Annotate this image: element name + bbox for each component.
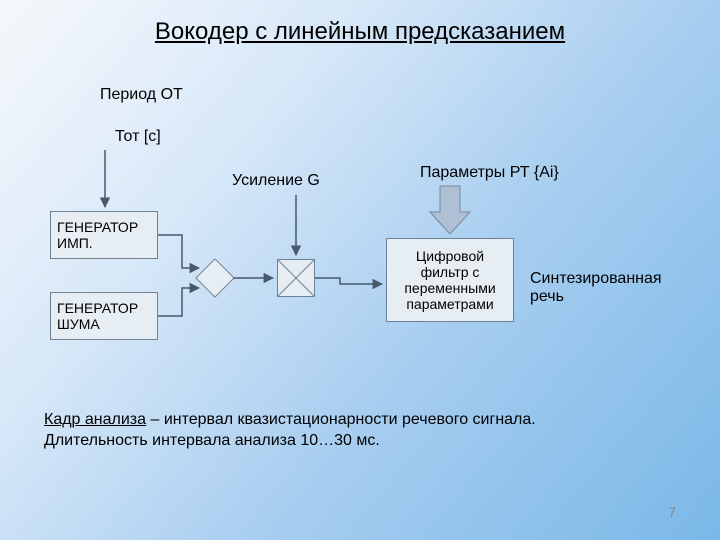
kadr-label: Кадр анализа <box>44 411 146 428</box>
kadr-rest: – интервал квазистационарности речевого … <box>146 411 536 428</box>
output-label: Синтезированная речь <box>530 270 662 306</box>
duration-text: Длительность интервала анализа 10…30 мс. <box>44 432 380 449</box>
filter-box: Цифровой фильтр с переменными параметрам… <box>386 238 514 322</box>
page-number: 7 <box>668 504 676 520</box>
switch-diamond <box>195 258 235 298</box>
output-text: Синтезированная речь <box>530 270 662 305</box>
period-label: Период ОТ <box>100 86 183 104</box>
tot-label: Тот [c] <box>115 128 161 146</box>
params-label: Параметры РТ {Аi} <box>420 164 559 182</box>
gain-label: Усиление G <box>232 172 320 190</box>
page-title: Вокодер с линейным предсказанием <box>0 18 720 46</box>
gen-imp-text: ГЕНЕРАТОР ИМП. <box>57 219 138 251</box>
gen-noise-text: ГЕНЕРАТОР ШУМА <box>57 300 138 332</box>
multiplier-box <box>277 259 315 297</box>
gen-imp-box: ГЕНЕРАТОР ИМП. <box>50 211 158 259</box>
footer-text: Кадр анализа – интервал квазистационарно… <box>44 410 684 452</box>
gen-noise-box: ГЕНЕРАТОР ШУМА <box>50 292 158 340</box>
filter-text: Цифровой фильтр с переменными параметрам… <box>404 248 495 312</box>
